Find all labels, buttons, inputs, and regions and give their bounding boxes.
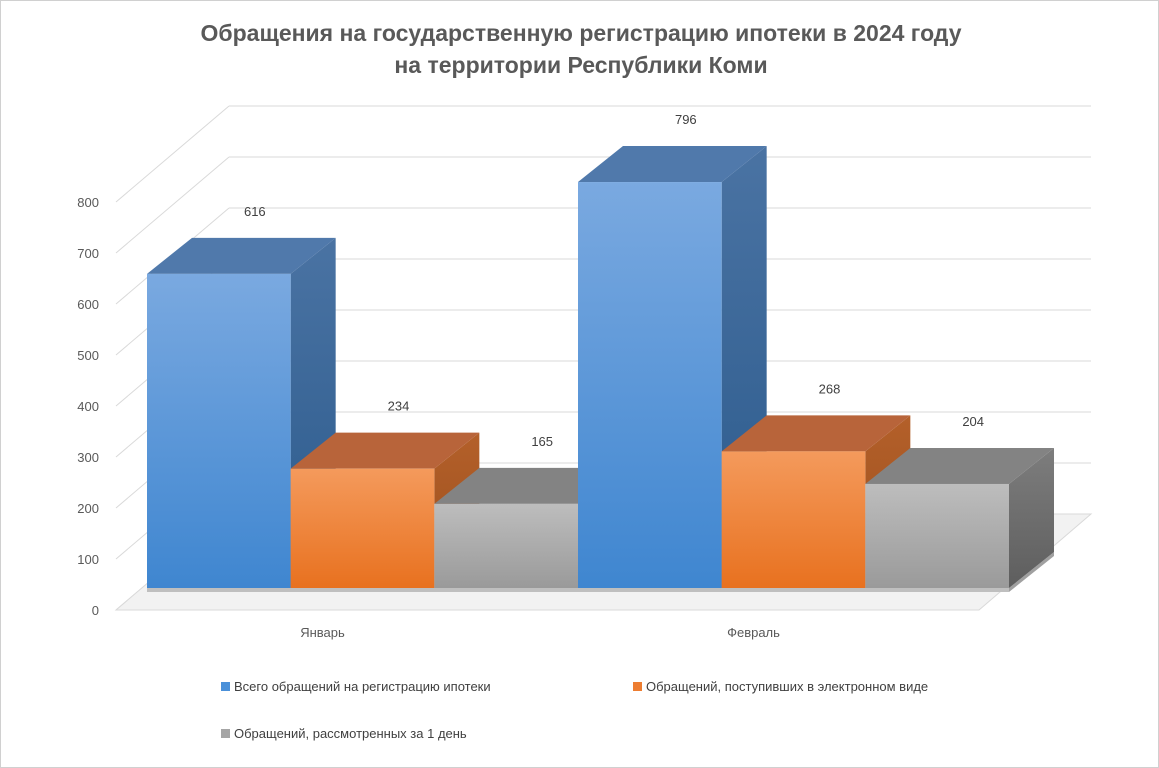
data-label: 234	[388, 399, 410, 414]
bar-top-face	[865, 447, 1054, 484]
x-category-label: Февраль	[727, 625, 780, 640]
bar-top-face	[578, 146, 767, 183]
chart-title-line-1: Обращения на государственную регистрацию…	[201, 20, 962, 46]
data-label: 616	[244, 204, 266, 219]
bar-1-2	[865, 447, 1054, 588]
bar-front-face	[578, 182, 722, 589]
y-tick-label: 100	[77, 552, 99, 567]
data-label: 268	[819, 381, 841, 396]
bar-front-face	[434, 503, 578, 588]
y-tick-label: 200	[77, 501, 99, 516]
floor-edge-side	[1009, 552, 1054, 592]
data-label: 796	[675, 112, 697, 127]
legend-swatch	[221, 729, 230, 738]
bar-top-face	[721, 415, 911, 452]
data-label: 165	[531, 434, 553, 449]
legend-swatch	[221, 682, 230, 691]
legend-label: Обращений, рассмотренных за 1 день	[234, 726, 467, 741]
bar-top-face	[147, 237, 336, 274]
data-labels: 616 234 165 796 268 204	[244, 112, 984, 449]
data-label: 204	[962, 414, 984, 429]
gridline-side	[115, 105, 230, 203]
x-category-label: Январь	[300, 625, 345, 640]
y-tick-label: 300	[77, 450, 99, 465]
y-tick-label: 0	[92, 603, 99, 618]
bar-front-face	[290, 468, 435, 588]
bar-top-face	[290, 432, 480, 469]
y-tick-label: 500	[77, 348, 99, 363]
bar-top-face	[434, 467, 623, 504]
floor-edge	[147, 588, 1009, 592]
y-tick-label: 400	[77, 399, 99, 414]
bar-front-face	[147, 273, 291, 588]
legend-swatch	[633, 682, 642, 691]
y-tick-label: 600	[77, 297, 99, 312]
chart-title-line-2: на территории Республики Коми	[394, 52, 767, 78]
y-tick-label: 700	[77, 246, 99, 261]
legend: Всего обращений на регистрацию ипотеки Об…	[221, 679, 928, 741]
legend-label: Всего обращений на регистрацию ипотеки	[234, 679, 491, 694]
bar-side-face	[1009, 447, 1054, 588]
legend-label: Обращений, поступивших в электронном вид…	[646, 679, 928, 694]
y-axis-ticks: 0 100 200 300 400 500 600 700 800	[77, 195, 99, 618]
legend-item-2: Обращений, рассмотренных за 1 день	[221, 726, 467, 741]
bar-1-0	[578, 146, 767, 589]
x-axis-categories: Январь Февраль	[300, 625, 780, 640]
legend-item-1: Обращений, поступивших в электронном вид…	[633, 679, 928, 694]
bars	[147, 146, 1054, 589]
bar-front-face	[865, 483, 1009, 588]
y-tick-label: 800	[77, 195, 99, 210]
bar-front-face	[721, 451, 866, 588]
legend-item-0: Всего обращений на регистрацию ипотеки	[221, 679, 491, 694]
gridline-side	[115, 156, 230, 254]
